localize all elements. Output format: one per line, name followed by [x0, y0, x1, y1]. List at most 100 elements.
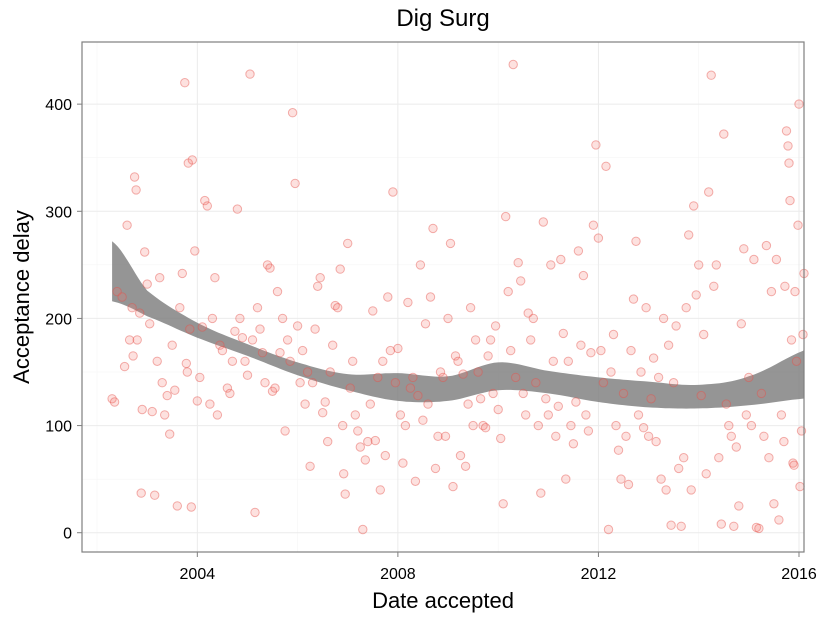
data-point — [588, 220, 599, 230]
data-point — [726, 431, 736, 441]
data-point — [433, 431, 443, 441]
data-point — [237, 333, 248, 343]
x-axis-title: Date accepted — [372, 588, 514, 613]
data-point — [759, 431, 769, 441]
x-tick-label: 2012 — [581, 566, 617, 583]
data-point — [663, 340, 674, 350]
data-point — [704, 187, 714, 197]
data-point — [473, 367, 483, 377]
data-point — [202, 201, 213, 211]
data-point — [170, 385, 180, 395]
data-point — [339, 469, 349, 479]
data-point — [418, 415, 428, 425]
data-point — [393, 343, 403, 354]
data-point — [142, 279, 152, 289]
data-point — [147, 406, 157, 417]
data-point — [355, 442, 365, 452]
data-point — [518, 388, 528, 399]
data-point — [182, 367, 193, 377]
data-point — [551, 431, 561, 441]
data-point — [165, 429, 175, 439]
data-point — [453, 356, 463, 366]
data-point — [225, 388, 235, 399]
data-point — [230, 326, 240, 336]
data-point — [513, 258, 523, 268]
data-point — [701, 469, 711, 479]
data-point — [415, 260, 426, 270]
data-point — [771, 254, 782, 265]
data-point — [656, 474, 666, 484]
data-point — [265, 263, 275, 273]
data-point — [157, 378, 167, 388]
data-point — [603, 524, 614, 535]
data-point — [252, 303, 263, 313]
data-point — [358, 524, 368, 535]
data-point — [553, 401, 563, 411]
data-point — [506, 345, 516, 356]
data-point — [307, 378, 318, 388]
data-point — [272, 286, 283, 297]
data-point — [643, 431, 654, 441]
data-point — [751, 522, 762, 533]
data-point — [150, 490, 160, 500]
data-point — [413, 390, 423, 401]
data-point — [205, 399, 215, 409]
data-point — [300, 399, 310, 409]
data-point — [709, 281, 719, 291]
data-point — [719, 129, 729, 139]
data-point — [793, 220, 803, 230]
data-point — [365, 399, 375, 409]
data-point — [257, 348, 268, 358]
data-point — [245, 69, 255, 79]
data-point — [375, 485, 385, 495]
data-point — [699, 329, 709, 340]
data-point — [729, 521, 739, 531]
data-point — [320, 397, 330, 407]
data-point — [583, 426, 594, 436]
data-point — [641, 303, 651, 313]
data-point — [541, 394, 551, 404]
y-axis-title: Acceptance delay — [9, 210, 34, 384]
data-point — [576, 340, 586, 350]
data-point — [405, 383, 416, 393]
data-point — [313, 281, 323, 291]
data-point — [781, 126, 792, 136]
data-point — [741, 410, 751, 420]
data-point — [780, 281, 790, 291]
data-point — [676, 521, 686, 531]
data-point — [478, 420, 488, 431]
data-point — [129, 172, 140, 182]
data-point — [628, 294, 639, 304]
data-point — [292, 321, 303, 331]
data-point — [388, 187, 398, 197]
data-point — [109, 397, 120, 407]
data-point — [428, 223, 438, 234]
data-point — [668, 378, 679, 388]
data-point — [210, 273, 220, 283]
data-point — [761, 240, 772, 251]
data-point — [538, 217, 548, 227]
data-point — [716, 519, 726, 529]
data-point — [774, 515, 784, 525]
data-point — [794, 99, 804, 109]
data-point — [183, 158, 194, 168]
data-point — [162, 390, 172, 401]
data-point — [117, 292, 127, 302]
data-point — [480, 423, 491, 433]
points-layer — [107, 59, 809, 535]
data-point — [310, 324, 320, 334]
data-point — [496, 433, 506, 444]
data-point — [470, 335, 481, 345]
data-point — [373, 372, 383, 383]
data-point — [528, 313, 538, 324]
data-point — [122, 220, 132, 230]
data-point — [684, 230, 694, 240]
y-tick-label: 300 — [45, 204, 72, 221]
data-point — [217, 345, 228, 356]
data-point — [686, 485, 696, 495]
data-point — [285, 356, 295, 366]
data-point — [516, 276, 526, 286]
data-point — [465, 303, 476, 313]
data-point — [523, 308, 533, 318]
